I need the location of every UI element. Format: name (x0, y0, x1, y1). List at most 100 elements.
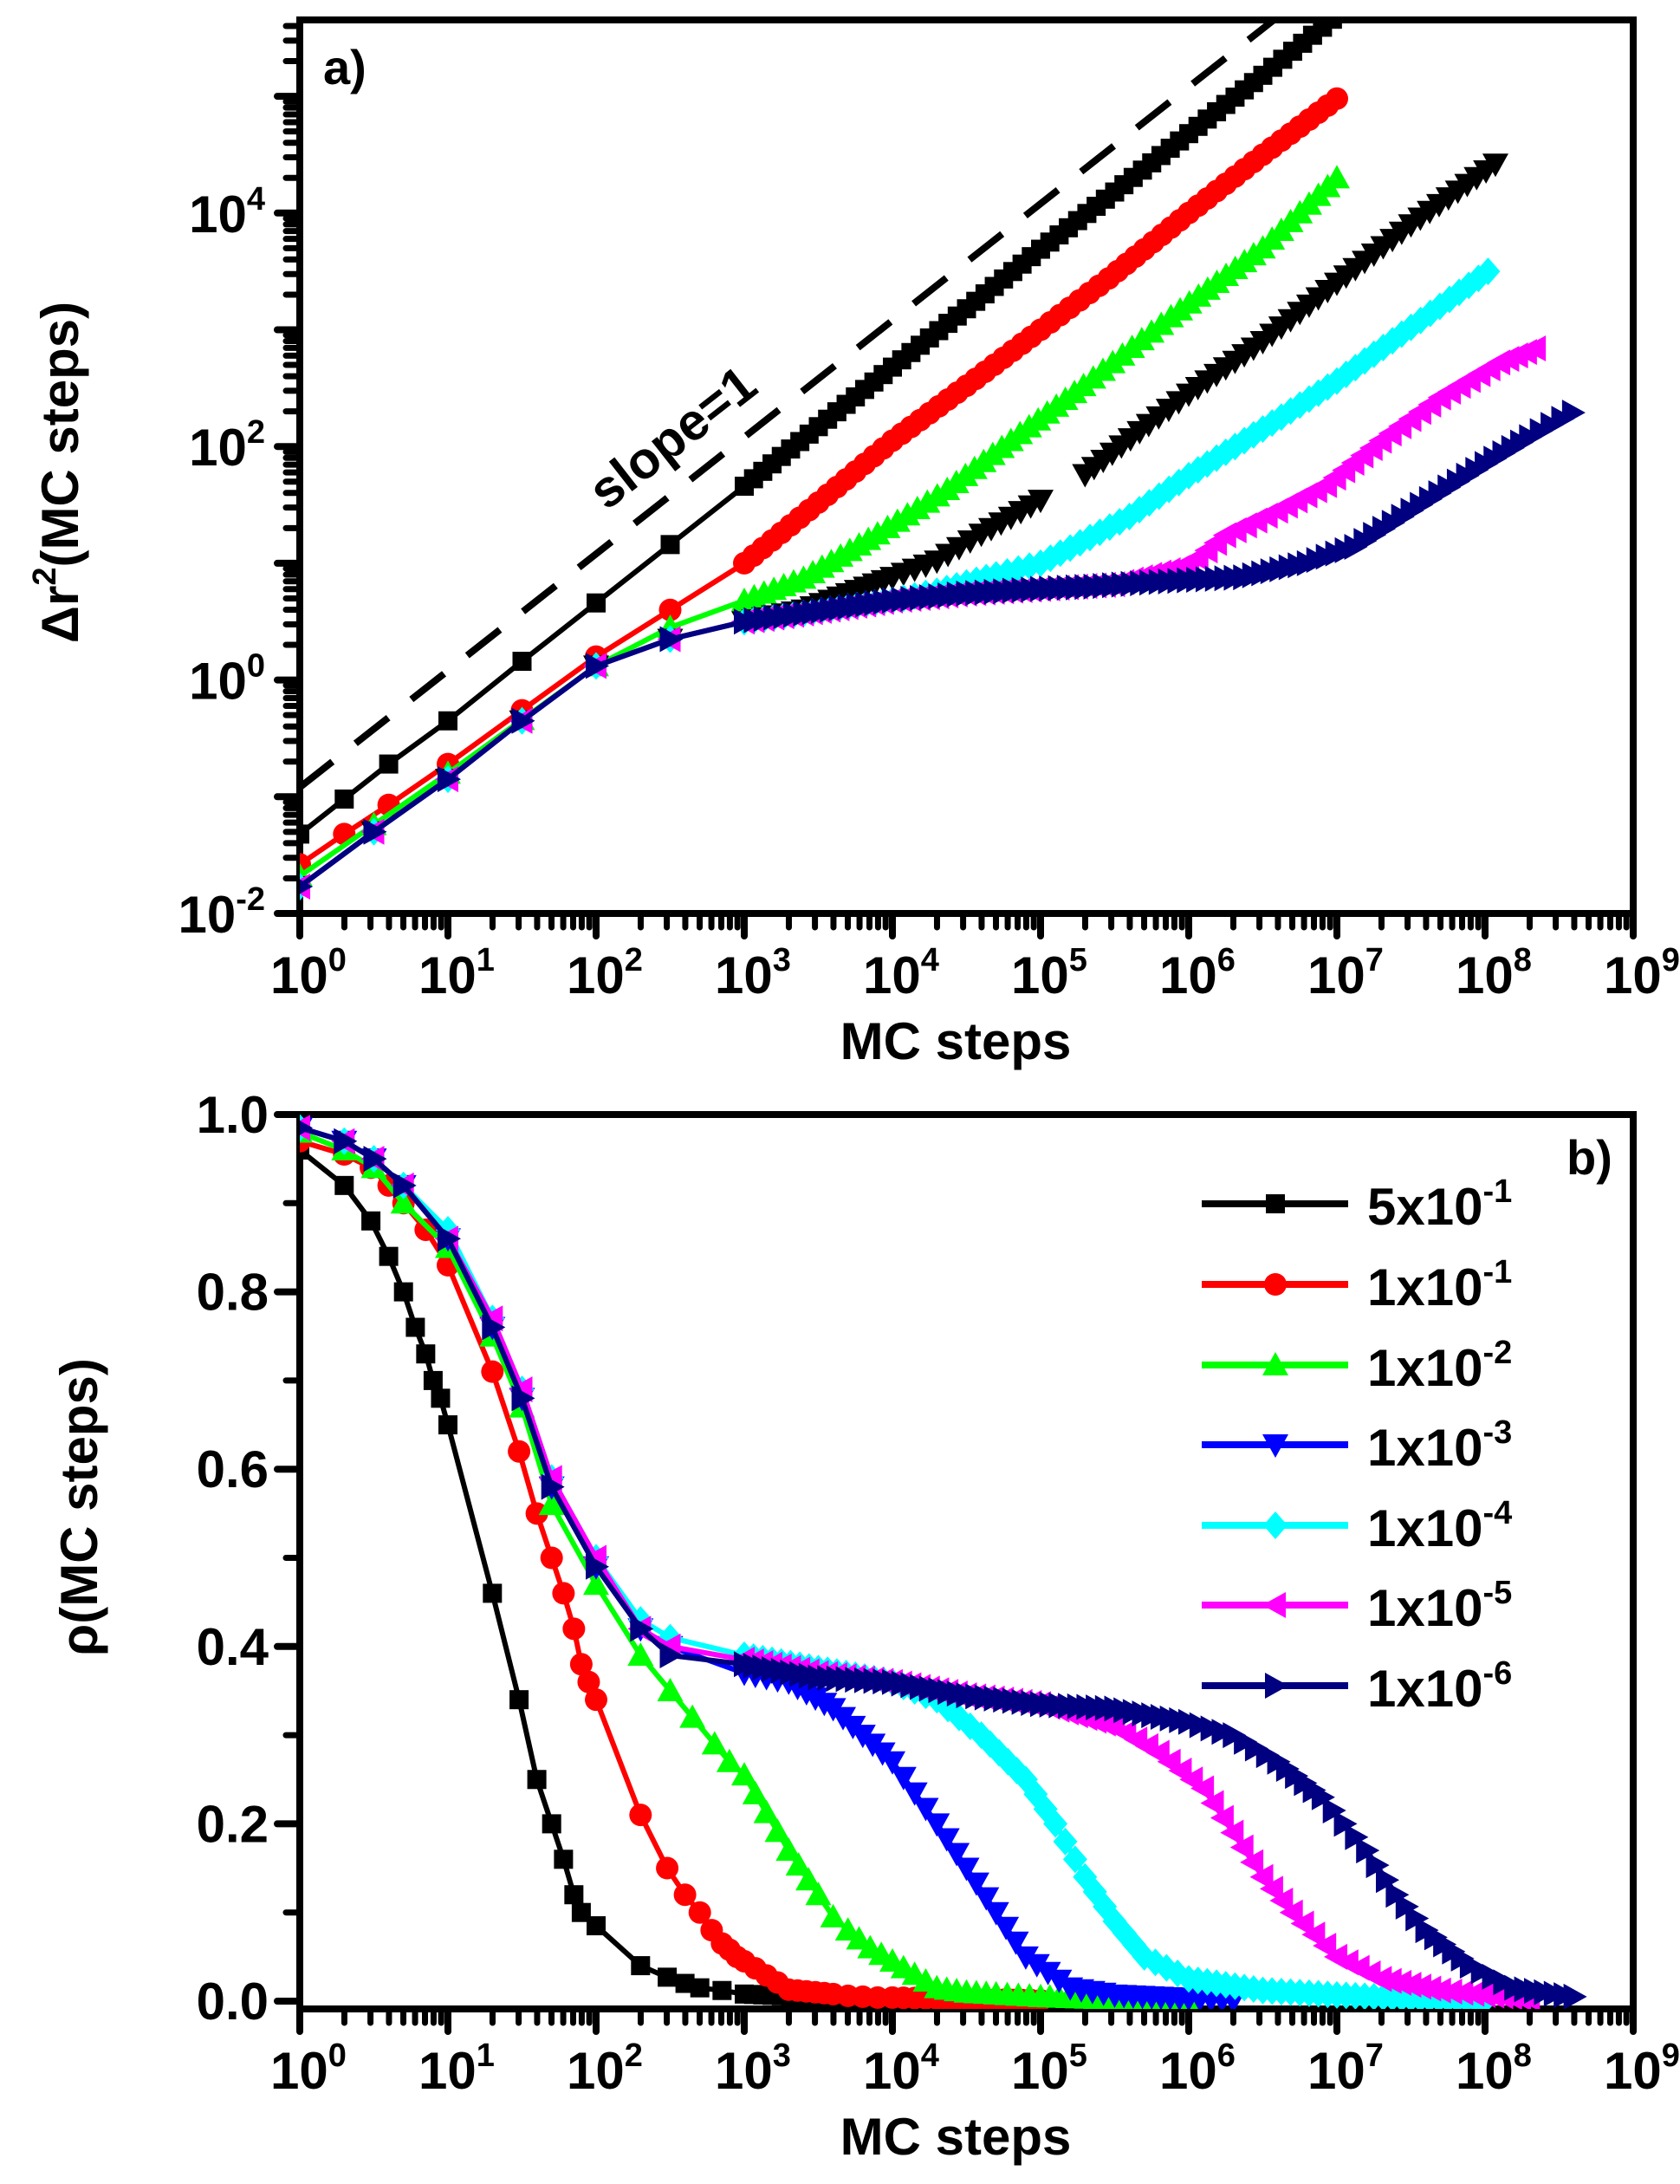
x-tick-label: 109 (1604, 2038, 1680, 2100)
x-tick-label-base: 10 (1011, 946, 1069, 1004)
data-point (1028, 490, 1054, 514)
data-point (1002, 1931, 1029, 1955)
data-point (1259, 1875, 1283, 1902)
x-tick-label-base: 10 (270, 946, 328, 1004)
y-axis-title: ρ(MC steps) (50, 1358, 108, 1656)
data-point (933, 1828, 960, 1852)
series-line (300, 1129, 1190, 2003)
data-point (1376, 1867, 1399, 1894)
x-tick-label: 101 (418, 2038, 495, 2100)
data-point (1450, 1979, 1474, 2006)
data-point (731, 1762, 757, 1786)
x-tick-label-exponent: 5 (1069, 942, 1087, 978)
plot-area (300, 1115, 1587, 2009)
panel-a-msd-plot: 100 101 102 103 104 105 106 107 108 10910-2100102… (27, 16, 1680, 1070)
data-point (679, 1704, 706, 1728)
data-point (483, 1583, 503, 1603)
series-1x10^-6 (300, 400, 1586, 894)
legend-label-base: 1x10 (1367, 1579, 1482, 1637)
data-point (1522, 335, 1547, 362)
data-point (879, 1751, 905, 1775)
y-axis-title-rest: (MC steps) (31, 302, 89, 568)
x-tick-label: 107 (1307, 942, 1384, 1004)
data-point (538, 1492, 565, 1516)
x-tick-label-base: 10 (1604, 2042, 1662, 2100)
x-tick-label-base: 10 (418, 946, 477, 1004)
data-point (423, 1370, 443, 1390)
y-tick-label-base: 10 (189, 185, 247, 244)
data-point (953, 1857, 980, 1882)
legend-label: 1x10-1 (1367, 1254, 1512, 1316)
data-point (629, 1804, 652, 1827)
y-tick-label-exponent: -2 (236, 881, 265, 918)
legend-item: 1x10-3 (1202, 1414, 1512, 1477)
x-tick-label-base: 10 (863, 946, 921, 1004)
data-point (631, 1956, 651, 1976)
x-tick-label-exponent: 4 (921, 2038, 939, 2074)
x-tick-label-base: 10 (715, 946, 773, 1004)
x-tick-label-exponent: 1 (477, 942, 495, 978)
data-point (712, 1980, 732, 2000)
data-point (511, 707, 535, 734)
data-point (1324, 165, 1350, 189)
x-tick-label-exponent: 9 (1662, 2038, 1680, 2074)
panel-b-density-plot: 100 101 102 103 104 105 106 107 108 1090.00.20.40… (50, 1086, 1680, 2166)
series-1x10^-5 (300, 1115, 1541, 2009)
y-tick-label: 0.6 (197, 1440, 269, 1498)
data-point (1563, 1983, 1587, 2009)
legend-label-exponent: -1 (1482, 1173, 1512, 1210)
data-point (363, 818, 387, 845)
x-tick-label: 105 (1011, 942, 1087, 1004)
data-point (742, 1780, 769, 1804)
data-point (542, 1814, 561, 1834)
x-tick-label: 105 (1011, 2038, 1087, 2100)
data-point (1043, 1810, 1068, 1838)
x-tick-label-exponent: 3 (773, 2038, 791, 2074)
data-point (785, 1852, 812, 1876)
data-point (656, 1856, 679, 1880)
x-tick-label-base: 10 (1011, 2042, 1069, 2100)
legend-marker (1262, 1352, 1288, 1375)
data-point (508, 1440, 531, 1463)
data-point (1461, 1980, 1485, 2007)
data-point (1561, 400, 1586, 426)
x-tick-label-exponent: 2 (625, 942, 643, 978)
data-point (300, 879, 313, 894)
x-tick-label-base: 10 (567, 2042, 625, 2100)
x-tick-label-base: 10 (863, 2042, 921, 2100)
data-point (1240, 1849, 1264, 1875)
legend-item: 1x10-5 (1202, 1575, 1512, 1637)
data-point (541, 1473, 565, 1500)
panel-label: a) (323, 40, 366, 94)
legend-label: 5x10-1 (1367, 1173, 1512, 1236)
x-tick-label-base: 10 (715, 2042, 773, 2100)
x-tick-label: 100 (270, 2038, 347, 2100)
legend-label: 1x10-6 (1367, 1655, 1512, 1718)
y-tick-label: 102 (189, 414, 265, 477)
x-tick-label: 101 (418, 942, 495, 1004)
data-point (585, 1688, 607, 1712)
data-point (657, 1677, 684, 1701)
legend-item: 5x10-1 (1202, 1173, 1512, 1236)
legend-label-base: 1x10 (1367, 1258, 1482, 1316)
legend-label-base: 5x10 (1367, 1178, 1482, 1236)
data-point (583, 1571, 609, 1596)
data-point (1301, 1921, 1326, 1948)
data-point (805, 1882, 832, 1906)
data-point (690, 1978, 710, 1998)
data-point (586, 653, 609, 679)
data-point (1398, 1972, 1422, 1999)
data-point (1249, 1863, 1274, 1890)
y-tick-label: 100 (189, 648, 265, 711)
data-point (675, 1973, 695, 1993)
data-point (1220, 1819, 1244, 1846)
data-point (540, 1546, 563, 1570)
data-point (361, 1211, 381, 1231)
x-tick-label-exponent: 0 (328, 942, 347, 978)
series-1x10^-3 (300, 1117, 1247, 2009)
x-tick-label: 100 (270, 942, 347, 1004)
y-tick-label-exponent: 4 (247, 181, 265, 218)
data-point (1427, 1977, 1451, 2004)
series-1x10^-4 (300, 1115, 1497, 2009)
